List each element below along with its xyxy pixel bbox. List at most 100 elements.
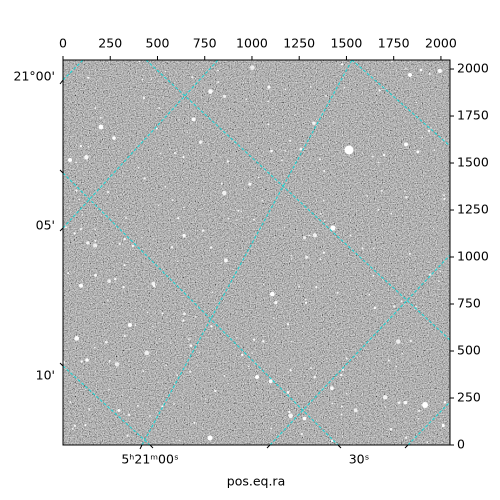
star — [325, 95, 327, 97]
star — [286, 323, 290, 326]
star — [127, 413, 131, 416]
star — [177, 217, 180, 220]
star — [79, 144, 83, 148]
star — [427, 129, 431, 133]
star — [226, 160, 230, 163]
star — [432, 228, 435, 230]
star — [330, 225, 336, 231]
star — [439, 270, 442, 273]
star — [382, 153, 386, 157]
star — [99, 116, 102, 119]
star — [182, 206, 185, 209]
star — [151, 281, 156, 286]
x-tick-label: 1000 — [236, 36, 268, 51]
star — [94, 107, 97, 110]
star — [222, 190, 227, 196]
star — [152, 325, 154, 328]
star — [178, 119, 180, 121]
star — [251, 352, 253, 354]
star — [223, 258, 228, 263]
star — [143, 177, 146, 180]
star — [368, 293, 371, 296]
star — [415, 101, 418, 104]
star — [437, 68, 443, 74]
star — [331, 402, 334, 405]
star — [384, 406, 387, 408]
x-tick-label: 0 — [59, 36, 67, 51]
star — [322, 251, 326, 254]
star — [426, 441, 429, 444]
star — [245, 98, 248, 101]
star — [312, 121, 316, 125]
star — [236, 219, 238, 221]
star — [405, 67, 407, 69]
star — [304, 298, 307, 301]
star — [340, 373, 343, 377]
star — [220, 182, 223, 185]
star — [377, 161, 380, 164]
star — [118, 242, 121, 246]
star — [344, 145, 354, 155]
star — [422, 402, 428, 408]
image-noise — [63, 60, 450, 445]
star — [164, 70, 167, 73]
y-tick-label: 500 — [457, 343, 481, 358]
star — [308, 234, 311, 237]
star — [299, 147, 303, 151]
star — [217, 69, 219, 72]
star — [267, 123, 270, 126]
star — [417, 417, 420, 420]
wcs-grid-line — [63, 172, 339, 445]
star — [69, 401, 72, 403]
star — [173, 403, 175, 405]
star — [404, 142, 408, 147]
star — [80, 360, 83, 363]
star — [387, 359, 390, 362]
star — [298, 285, 301, 288]
star — [85, 358, 89, 362]
star — [108, 388, 110, 391]
star — [290, 340, 292, 343]
star — [273, 317, 275, 319]
star — [171, 199, 174, 202]
ra-tick-label: 30ˢ — [349, 452, 370, 467]
star — [159, 152, 162, 155]
star — [144, 350, 150, 356]
star — [187, 131, 189, 133]
star — [67, 272, 70, 275]
star — [267, 85, 271, 89]
star — [409, 339, 412, 343]
star — [283, 226, 286, 229]
star — [63, 360, 66, 364]
star — [211, 291, 214, 294]
star — [373, 306, 377, 310]
star — [255, 375, 259, 379]
star — [401, 352, 403, 355]
star — [289, 139, 292, 142]
star — [393, 305, 396, 308]
star — [182, 319, 185, 322]
star — [189, 370, 192, 373]
y-tick-label: 1500 — [457, 155, 489, 170]
star — [176, 260, 179, 263]
star — [323, 219, 326, 222]
star — [252, 338, 256, 341]
star — [69, 207, 71, 209]
star — [134, 324, 137, 326]
star — [408, 73, 412, 77]
star — [78, 283, 84, 288]
star — [404, 190, 406, 193]
star — [430, 127, 432, 129]
star — [137, 166, 140, 169]
star — [305, 255, 309, 259]
star — [214, 389, 217, 393]
star — [79, 227, 83, 231]
star — [288, 413, 293, 419]
star — [433, 149, 436, 151]
star — [193, 421, 196, 424]
star — [341, 405, 344, 408]
star — [182, 312, 186, 316]
stars — [63, 60, 447, 445]
x-tick-label: 500 — [146, 36, 170, 51]
star — [150, 78, 153, 80]
